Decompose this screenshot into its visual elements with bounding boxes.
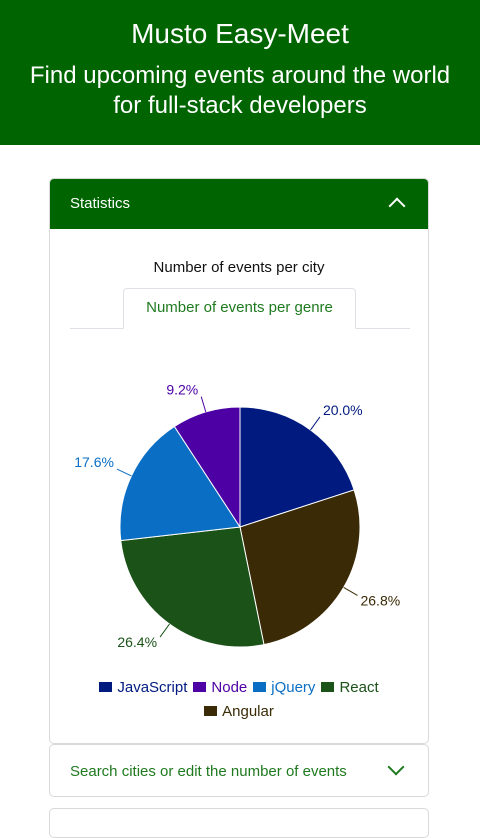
data-label-javascript: 20.0% — [323, 402, 363, 418]
legend-label: Node — [211, 679, 248, 696]
label-line-node — [200, 396, 207, 413]
statistics-panel: Statistics Number of events per city Num… — [49, 178, 429, 744]
chevron-up-icon — [388, 197, 406, 215]
legend-label: Angular — [222, 703, 274, 720]
chart-legend: JavaScript Node jQuery React Angular — [68, 676, 410, 724]
legend-swatch — [99, 682, 113, 692]
data-label-node: 9.2% — [166, 382, 198, 398]
pie-slice-javascript[interactable] — [239, 406, 355, 528]
label-line-react — [159, 623, 170, 638]
tab-events-per-genre[interactable]: Number of events per genre — [123, 288, 356, 329]
legend-item-javascript[interactable]: JavaScript — [99, 676, 187, 700]
app-title: Musto Easy-Meet — [131, 18, 349, 49]
legend-label: JavaScript — [117, 679, 188, 696]
tab-events-per-city[interactable]: Number of events per city — [153, 259, 325, 276]
legend-swatch — [321, 682, 335, 692]
legend-item-react[interactable]: React — [321, 676, 379, 700]
legend-item-angular[interactable]: Angular — [204, 700, 274, 724]
label-line-angular — [343, 587, 358, 596]
data-label-angular: 26.8% — [360, 592, 400, 608]
data-label-react: 26.4% — [117, 634, 157, 650]
legend-swatch — [193, 682, 207, 692]
legend-label: jQuery — [271, 679, 316, 696]
search-accordion-header[interactable]: Search cities or edit the number of even… — [50, 745, 428, 796]
label-line-jquery — [116, 468, 132, 477]
statistics-label: Statistics — [70, 195, 131, 212]
genre-pie-chart: 20.0% 26.8% 26.4% 17.6% 9.2% — [74, 382, 400, 650]
search-panel: Search cities or edit the number of even… — [49, 744, 429, 797]
pie-slice-angular[interactable] — [239, 489, 361, 646]
pie-slice-node[interactable] — [173, 406, 241, 529]
legend-item-node[interactable]: Node — [193, 676, 247, 700]
collapsed-panel[interactable] — [49, 808, 429, 838]
legend-swatch — [253, 682, 267, 692]
legend-label: React — [339, 679, 379, 696]
search-panel-label: Search cities or edit the number of even… — [70, 763, 347, 780]
legend-item-jquery[interactable]: jQuery — [253, 676, 315, 700]
data-label-jquery: 17.6% — [74, 454, 114, 470]
app-tagline: Find upcoming events around the world fo… — [29, 62, 451, 119]
statistics-accordion-header[interactable]: Statistics — [50, 179, 428, 229]
chevron-down-icon — [387, 758, 405, 776]
legend-swatch — [204, 706, 218, 716]
app-header: Musto Easy-Meet Find upcoming events aro… — [0, 0, 480, 145]
label-line-javascript — [310, 416, 321, 431]
pie-slice-jquery[interactable] — [119, 425, 241, 542]
pie-slice-react[interactable] — [120, 526, 265, 648]
